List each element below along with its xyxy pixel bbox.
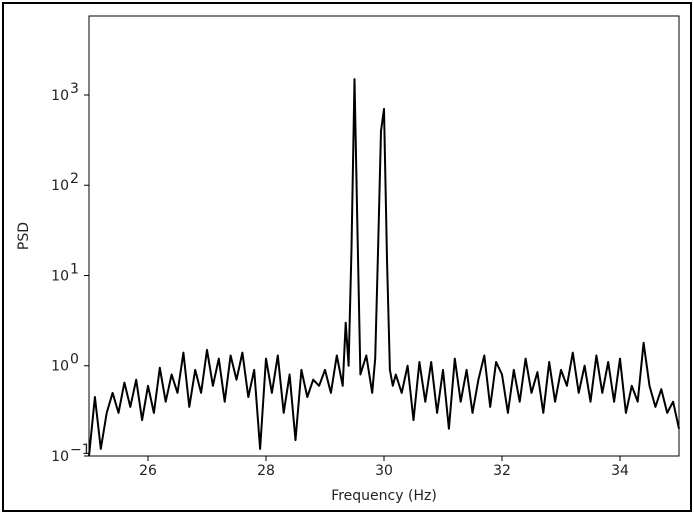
y-tick-base: 10 xyxy=(51,88,69,104)
y-axis-label: PSD xyxy=(16,222,32,250)
y-tick-label: 10 xyxy=(51,449,69,465)
x-tick-label: 30 xyxy=(375,463,393,479)
y-tick-exponent: 1 xyxy=(70,261,79,277)
y-tick-base: 10 xyxy=(51,359,69,375)
y-tick-exponent: 2 xyxy=(70,171,79,187)
y-tick-label: 10 xyxy=(51,88,69,104)
x-tick-label: 26 xyxy=(139,463,157,479)
x-tick-label: 28 xyxy=(257,463,275,479)
y-tick-label: 10 xyxy=(51,359,69,375)
y-tick-base: 10 xyxy=(51,449,69,465)
y-tick-label: 10 xyxy=(51,178,69,194)
y-tick-exponent: 0 xyxy=(70,352,79,368)
y-tick-base: 10 xyxy=(51,178,69,194)
x-axis-label: Frequency (Hz) xyxy=(331,488,437,504)
y-tick-exponent: 3 xyxy=(70,81,79,97)
psd-series-line xyxy=(88,78,680,457)
y-tick-base: 10 xyxy=(51,268,69,284)
y-tick-label: 10 xyxy=(51,268,69,284)
x-tick-label: 32 xyxy=(493,463,511,479)
y-tick-exponent: −1 xyxy=(70,442,91,458)
x-tick-label: 34 xyxy=(611,463,629,479)
x-axis-ticks: 26 28 30 32 34 xyxy=(139,456,629,479)
